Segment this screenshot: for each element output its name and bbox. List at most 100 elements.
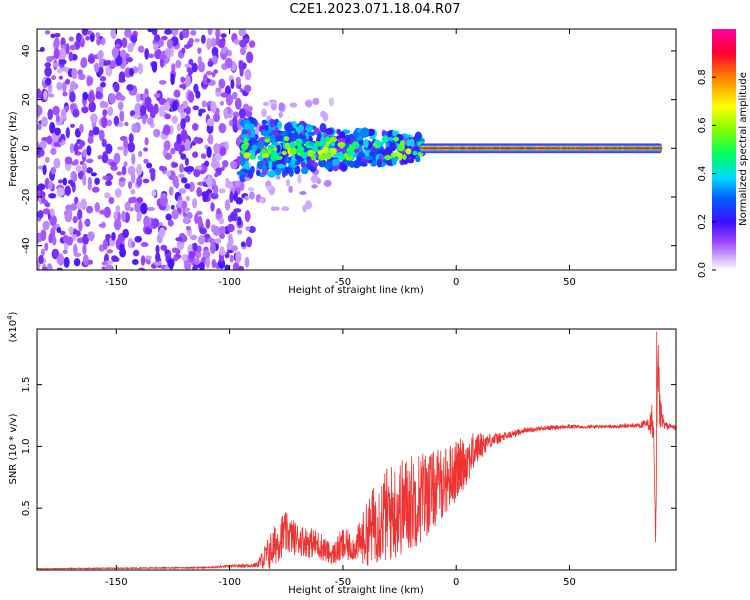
- heatmap-cell: [150, 170, 156, 182]
- heatmap-cell: [104, 192, 111, 199]
- heatmap-cell: [312, 162, 319, 168]
- y-tick-label: 0.5: [21, 500, 32, 516]
- heatmap-cell: [118, 71, 126, 83]
- heatmap-cell: [151, 218, 160, 228]
- heatmap-cell: [244, 123, 250, 130]
- heatmap-cell: [298, 132, 303, 140]
- heatmap-cell: [108, 93, 116, 104]
- heatmap-cell: [94, 177, 100, 186]
- heatmap-cell: [68, 51, 74, 62]
- heatmap-cell: [102, 238, 109, 251]
- heatmap-cell: [171, 247, 179, 254]
- heatmap-cell: [95, 91, 102, 100]
- heatmap-cell: [360, 127, 370, 138]
- heatmap-cell: [37, 183, 46, 191]
- heatmap-cell: [281, 206, 290, 212]
- heatmap-cell: [307, 131, 316, 136]
- heatmap-cell: [72, 228, 78, 235]
- heatmap-cell: [70, 182, 76, 188]
- heatmap-cell: [163, 101, 171, 111]
- heatmap-cell: [218, 188, 226, 194]
- heatmap-cell: [226, 241, 233, 251]
- heatmap-cell: [153, 103, 159, 115]
- heatmap-cell: [42, 164, 47, 176]
- heatmap-cell: [59, 230, 66, 236]
- heatmap-cell: [330, 141, 336, 147]
- heatmap-cell: [159, 54, 168, 60]
- heatmap-cell: [213, 112, 220, 123]
- heatmap-cell: [132, 114, 141, 119]
- heatmap-cell: [135, 93, 141, 103]
- heatmap-cell: [259, 197, 265, 203]
- heatmap-cell: [324, 161, 333, 170]
- heatmap-cell: [115, 205, 121, 213]
- heatmap-cell: [189, 234, 198, 241]
- heatmap-cell: [111, 232, 116, 241]
- heatmap-cell: [65, 78, 71, 85]
- heatmap-cell: [94, 202, 101, 213]
- colorbar-tick-label: 0.2: [697, 214, 708, 230]
- heatmap-cell: [285, 179, 291, 187]
- heatmap-cell: [322, 146, 329, 155]
- heatmap-cell: [278, 102, 284, 111]
- heatmap-cell: [196, 245, 202, 253]
- heatmap-cell: [223, 107, 229, 120]
- heatmap-cell: [62, 91, 68, 97]
- heatmap-cell: [391, 155, 397, 166]
- heatmap-cell: [207, 237, 215, 243]
- heatmap-cell: [193, 136, 200, 144]
- heatmap-cell: [82, 243, 87, 255]
- heatmap-cell: [314, 140, 321, 147]
- heatmap-cell: [49, 208, 55, 217]
- heatmap-cell: [226, 223, 235, 233]
- heatmap-cell: [188, 37, 194, 45]
- heatmap-cell: [218, 122, 227, 134]
- heatmap-cell: [171, 209, 179, 220]
- heatmap-cell: [167, 258, 175, 269]
- heatmap-cell: [145, 255, 152, 260]
- heatmap-cell: [180, 76, 185, 83]
- y-tick-label: 1.0: [21, 438, 32, 454]
- heatmap-cell: [158, 105, 165, 118]
- heatmap-cell: [407, 158, 415, 164]
- colorbar-tick-label: 0.8: [697, 69, 708, 85]
- heatmap-cell: [79, 123, 84, 134]
- heatmap-cell: [69, 103, 76, 110]
- heatmap-cell: [53, 37, 60, 49]
- heatmap-cell: [211, 259, 217, 269]
- heatmap-cell: [151, 61, 158, 73]
- heatmap-cell: [261, 108, 267, 118]
- snr-y-multiplier: (x104): [6, 311, 19, 342]
- heatmap-cell: [46, 56, 53, 63]
- colorbar-label: Normalized spectral amplitude: [738, 72, 749, 226]
- heatmap-cell: [212, 225, 221, 236]
- heatmap-cell: [206, 78, 211, 84]
- heatmap-cell: [82, 174, 87, 186]
- heatmap-cell: [180, 153, 187, 160]
- heatmap-cell: [162, 124, 171, 136]
- heatmap-cell: [183, 166, 192, 172]
- heatmap-cell: [56, 81, 63, 91]
- heatmap-cell: [121, 165, 127, 176]
- heatmap-cell: [117, 95, 126, 101]
- heatmap-cell: [99, 66, 104, 75]
- heatmap-cell: [87, 30, 93, 36]
- heatmap-cell: [224, 141, 229, 151]
- heatmap-cell: [82, 254, 89, 266]
- heatmap-cell: [278, 111, 283, 118]
- heatmap-cell: [244, 256, 250, 268]
- heatmap-cell: [40, 229, 47, 241]
- heatmap-cell: [109, 161, 117, 167]
- heatmap-cell: [173, 89, 181, 98]
- heatmap-cell: [75, 32, 82, 43]
- heatmap-cell: [352, 159, 361, 169]
- heatmap-cell: [159, 56, 165, 68]
- heatmap-cell: [124, 121, 129, 127]
- heatmap-cell: [87, 231, 95, 241]
- x-tick-label: 0: [453, 577, 459, 588]
- heatmap-cell: [144, 227, 151, 235]
- heatmap-cell: [262, 101, 269, 107]
- heatmap-cell: [130, 171, 136, 184]
- heatmap-cell: [153, 43, 159, 51]
- heatmap-cells: [37, 29, 663, 270]
